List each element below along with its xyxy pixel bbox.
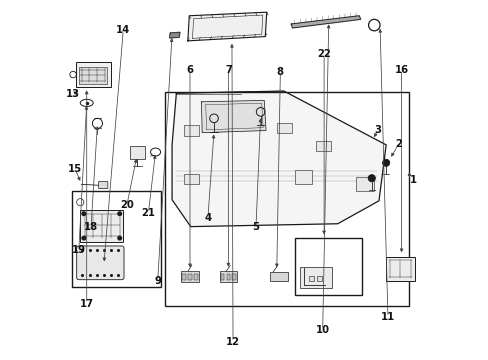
Text: 13: 13 bbox=[66, 89, 80, 99]
Bar bbox=[182, 274, 185, 280]
Text: 19: 19 bbox=[72, 245, 86, 255]
Bar bbox=[276, 123, 291, 134]
Text: 20: 20 bbox=[120, 200, 134, 210]
Circle shape bbox=[367, 175, 375, 182]
Bar bbox=[355, 177, 373, 192]
Bar bbox=[269, 272, 287, 281]
Text: 7: 7 bbox=[224, 64, 231, 75]
Bar bbox=[308, 276, 314, 281]
Polygon shape bbox=[172, 91, 386, 226]
Bar bbox=[316, 276, 322, 281]
Text: 1: 1 bbox=[409, 175, 416, 185]
Text: 2: 2 bbox=[394, 139, 401, 149]
Bar bbox=[72, 191, 160, 287]
Text: 3: 3 bbox=[374, 125, 381, 135]
Bar bbox=[300, 267, 332, 288]
Bar bbox=[129, 145, 144, 159]
Polygon shape bbox=[187, 12, 266, 41]
FancyBboxPatch shape bbox=[99, 181, 108, 189]
Polygon shape bbox=[169, 32, 180, 38]
Bar bbox=[386, 257, 414, 281]
Bar bbox=[232, 274, 235, 280]
Text: 10: 10 bbox=[315, 325, 329, 335]
Text: 22: 22 bbox=[317, 49, 330, 59]
Bar bbox=[184, 174, 199, 184]
Bar bbox=[184, 126, 199, 136]
Text: 8: 8 bbox=[276, 67, 283, 77]
Text: 14: 14 bbox=[116, 25, 130, 35]
Text: 11: 11 bbox=[380, 312, 394, 322]
Text: 17: 17 bbox=[80, 299, 94, 309]
Polygon shape bbox=[201, 100, 265, 133]
Bar bbox=[164, 92, 408, 306]
Bar bbox=[76, 62, 111, 87]
Bar bbox=[221, 274, 224, 280]
Bar bbox=[194, 274, 197, 280]
Text: 6: 6 bbox=[186, 64, 193, 75]
Circle shape bbox=[382, 159, 389, 166]
Text: 5: 5 bbox=[252, 222, 259, 232]
Text: 9: 9 bbox=[154, 276, 161, 286]
Bar bbox=[316, 141, 330, 151]
Bar bbox=[188, 274, 191, 280]
Text: 18: 18 bbox=[84, 222, 98, 232]
Bar bbox=[181, 271, 198, 282]
Bar bbox=[294, 238, 362, 295]
Polygon shape bbox=[290, 16, 360, 28]
Text: 4: 4 bbox=[204, 213, 211, 222]
Text: 16: 16 bbox=[394, 64, 408, 75]
Bar bbox=[80, 210, 123, 242]
Bar bbox=[226, 274, 230, 280]
Circle shape bbox=[118, 236, 121, 240]
FancyBboxPatch shape bbox=[77, 246, 124, 280]
Bar bbox=[294, 170, 311, 184]
Circle shape bbox=[82, 212, 85, 216]
Circle shape bbox=[82, 236, 85, 240]
Bar bbox=[79, 67, 106, 84]
Bar bbox=[219, 271, 237, 282]
Text: 21: 21 bbox=[141, 208, 155, 218]
Circle shape bbox=[118, 212, 121, 216]
Text: 15: 15 bbox=[68, 164, 82, 174]
Text: 12: 12 bbox=[225, 337, 240, 347]
